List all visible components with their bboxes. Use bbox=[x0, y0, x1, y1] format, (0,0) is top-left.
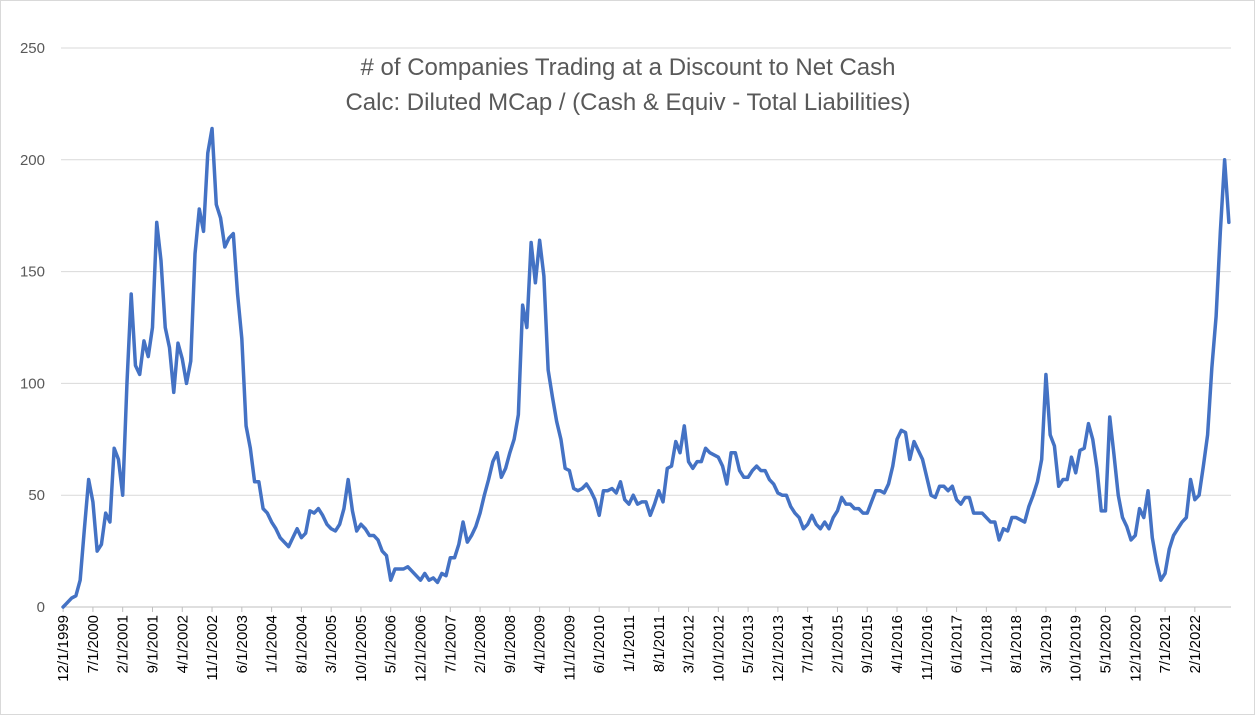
y-tick-label: 200 bbox=[20, 152, 45, 169]
x-tick-label: 12/1/2013 bbox=[770, 615, 787, 682]
y-tick-label: 150 bbox=[20, 264, 45, 281]
x-tick-label: 12/1/2006 bbox=[413, 615, 430, 682]
x-tick-label: 9/1/2001 bbox=[144, 615, 161, 673]
gridlines bbox=[61, 47, 1231, 496]
x-tick-label: 8/1/2018 bbox=[1008, 615, 1025, 673]
x-tick-label: 12/1/2020 bbox=[1127, 615, 1144, 682]
x-tick-label: 7/1/2014 bbox=[800, 615, 817, 673]
x-tick-label: 7/1/2000 bbox=[85, 615, 102, 673]
y-tick-labels: 0 50 100 150 200 250 bbox=[20, 40, 45, 616]
x-tick-label: 6/1/2010 bbox=[591, 615, 608, 673]
x-tick-label: 5/1/2006 bbox=[383, 615, 400, 673]
y-tick-label: 0 bbox=[37, 599, 45, 616]
x-tick-label: 11/1/2009 bbox=[561, 615, 578, 681]
x-tick-label: 2/1/2001 bbox=[115, 615, 132, 673]
x-tick-label: 1/1/2004 bbox=[264, 615, 281, 673]
x-tick-label: 4/1/2009 bbox=[532, 615, 549, 673]
x-tick-label: 11/1/2002 bbox=[204, 615, 221, 681]
x-tick-label: 7/1/2007 bbox=[442, 615, 459, 673]
x-tick-label: 8/1/2004 bbox=[293, 615, 310, 673]
x-tick-label: 1/1/2018 bbox=[978, 615, 995, 673]
x-tick-label: 10/1/2019 bbox=[1068, 615, 1085, 682]
x-tick-label: 2/1/2008 bbox=[472, 615, 489, 673]
x-tick-label: 3/1/2012 bbox=[681, 615, 698, 673]
x-tick-label: 3/1/2019 bbox=[1038, 615, 1055, 673]
chart-title: # of Companies Trading at a Discount to … bbox=[361, 54, 896, 81]
x-tick-label: 10/1/2012 bbox=[710, 615, 727, 682]
x-tick-label: 9/1/2008 bbox=[502, 615, 519, 673]
x-tick-labels: 12/1/1999 7/1/2000 2/1/2001 9/1/2001 4/1/200… bbox=[55, 615, 1204, 682]
x-tick-label: 4/1/2002 bbox=[174, 615, 191, 673]
x-tick-label: 4/1/2016 bbox=[889, 615, 906, 673]
y-tick-label: 50 bbox=[28, 487, 45, 504]
x-tick-label: 2/1/2015 bbox=[829, 615, 846, 673]
x-tick-label: 1/1/2011 bbox=[621, 615, 638, 672]
series-line bbox=[61, 126, 1231, 609]
x-tick-label: 6/1/2003 bbox=[234, 615, 251, 673]
x-tick-label: 6/1/2017 bbox=[949, 615, 966, 673]
axes bbox=[61, 606, 1231, 612]
x-tick-label: 10/1/2005 bbox=[353, 615, 370, 682]
x-tick-label: 2/1/2022 bbox=[1187, 615, 1204, 673]
y-tick-label: 100 bbox=[20, 375, 45, 392]
series-layer bbox=[61, 126, 1231, 609]
x-tick-label: 9/1/2015 bbox=[859, 615, 876, 673]
chart-subtitle: Calc: Diluted MCap / (Cash & Equiv - Tot… bbox=[345, 89, 910, 116]
y-tick-label: 250 bbox=[20, 40, 45, 57]
x-tick-label: 5/1/2020 bbox=[1097, 615, 1114, 673]
x-tick-label: 8/1/2011 bbox=[651, 615, 668, 672]
x-tick-label: 5/1/2013 bbox=[740, 615, 757, 673]
x-tick-label: 11/1/2016 bbox=[919, 615, 936, 681]
x-tick-label: 3/1/2005 bbox=[323, 615, 340, 673]
x-tick-label: 7/1/2021 bbox=[1157, 615, 1174, 673]
x-tick-label: 12/1/1999 bbox=[55, 615, 72, 682]
